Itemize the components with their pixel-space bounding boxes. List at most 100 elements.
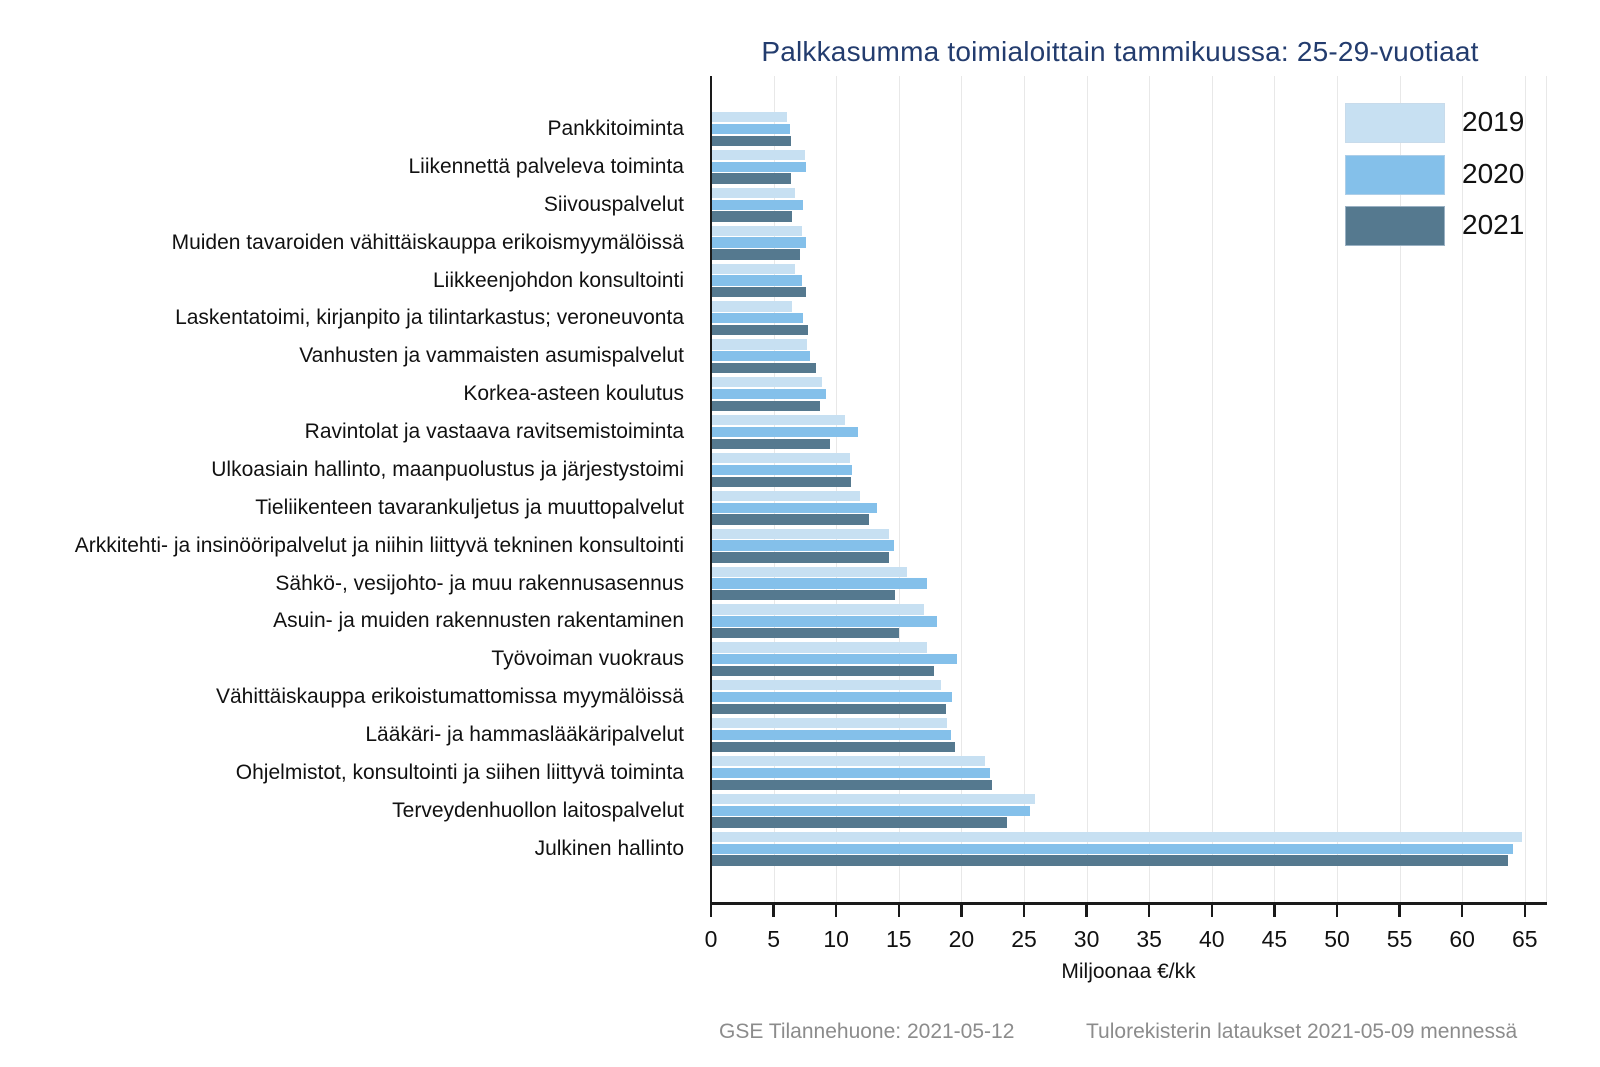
category-label: Tieliikenteen tavarankuljetus ja muuttop… xyxy=(255,495,684,519)
bar-2019 xyxy=(712,149,805,161)
category-label: Liikkeenjohdon konsultointi xyxy=(432,268,684,292)
bar-2019 xyxy=(712,793,1036,805)
category-label: Siivouspalvelut xyxy=(543,192,684,216)
bar-2021 xyxy=(712,476,851,487)
bar-2020 xyxy=(712,199,804,210)
gridline xyxy=(1399,76,1401,903)
bar-2020 xyxy=(712,275,803,286)
category-label: Ulkoasiain hallinto, maanpuolustus ja jä… xyxy=(211,457,684,481)
bar-2019 xyxy=(712,377,823,388)
bar-2020 xyxy=(712,161,806,172)
x-tick xyxy=(1335,904,1339,917)
bar-2020 xyxy=(712,805,1030,816)
footer-source-note: GSE Tilannehuone: 2021-05-12 xyxy=(719,1020,1015,1043)
x-tick-label: 40 xyxy=(1199,926,1225,952)
x-tick xyxy=(1273,904,1276,917)
x-axis-line xyxy=(709,902,1547,905)
bar-2020 xyxy=(712,616,938,627)
bar-2021 xyxy=(712,514,869,525)
legend-label-2020: 2020 xyxy=(1462,157,1525,189)
category-label: Lääkäri- ja hammaslääkäripalvelut xyxy=(365,723,684,747)
category-label: Sähkö-, vesijohto- ja muu rakennusasennu… xyxy=(275,571,684,595)
x-tick xyxy=(772,904,775,917)
bar-2019 xyxy=(712,490,860,502)
x-tick xyxy=(1085,904,1088,917)
bar-2020 xyxy=(712,843,1514,854)
x-tick xyxy=(1460,904,1464,917)
category-label: Ohjelmistot, konsultointi ja siihen liit… xyxy=(235,760,684,784)
bar-2020 xyxy=(712,237,806,248)
x-tick xyxy=(1147,904,1151,917)
bar-2019 xyxy=(712,263,795,274)
x-tick-label: 55 xyxy=(1386,926,1413,952)
x-tick-label: 25 xyxy=(1011,926,1037,952)
bar-2021 xyxy=(712,855,1509,866)
bar-2020 xyxy=(712,388,826,400)
bar-2020 xyxy=(712,123,790,135)
bar-2021 xyxy=(712,703,947,715)
gridline xyxy=(1024,76,1025,903)
bar-2019 xyxy=(712,604,924,615)
bar-2019 xyxy=(712,831,1523,843)
bar-2021 xyxy=(712,590,895,601)
x-tick-label: 5 xyxy=(767,926,780,952)
legend-label-2021: 2021 xyxy=(1462,209,1525,240)
bar-2019 xyxy=(712,528,889,539)
legend-swatch-2020 xyxy=(1345,154,1445,195)
legend-label-2019: 2019 xyxy=(1462,106,1525,137)
x-tick-label: 50 xyxy=(1324,926,1350,952)
x-tick xyxy=(1398,904,1401,917)
gridline xyxy=(773,76,775,903)
bar-2021 xyxy=(712,665,934,677)
bar-2021 xyxy=(712,135,791,146)
gridline xyxy=(1337,76,1338,903)
gridline xyxy=(1524,76,1526,903)
x-tick xyxy=(709,904,713,917)
bar-2021 xyxy=(712,552,889,563)
x-tick-label: 15 xyxy=(886,926,912,952)
gridline xyxy=(836,76,838,903)
gridline xyxy=(1462,76,1464,903)
x-tick-label: 60 xyxy=(1449,926,1475,952)
legend-swatch-2021 xyxy=(1345,206,1445,246)
bar-2021 xyxy=(712,817,1008,828)
bar-2019 xyxy=(712,225,803,236)
bar-2019 xyxy=(712,566,908,577)
category-label: Julkinen hallinto xyxy=(534,836,684,860)
x-tick xyxy=(1523,904,1527,917)
bar-2019 xyxy=(712,339,808,350)
category-label: Korkea-asteen koulutus xyxy=(463,382,684,406)
x-tick xyxy=(834,904,838,917)
gridline xyxy=(961,76,963,903)
bar-2021 xyxy=(712,779,993,790)
bar-2021 xyxy=(712,325,809,336)
bar-2021 xyxy=(712,249,800,260)
x-tick-label: 10 xyxy=(823,926,849,952)
bar-2020 xyxy=(712,464,853,476)
footer-data-note: Tulorekisterin lataukset 2021-05-09 menn… xyxy=(1086,1020,1518,1043)
category-label: Vähittäiskauppa erikoistumattomissa myym… xyxy=(215,685,684,709)
x-tick-label: 0 xyxy=(704,926,718,952)
category-label: Terveydenhuollon laitospalvelut xyxy=(392,798,684,822)
gridline xyxy=(1274,76,1276,903)
x-tick-label: 65 xyxy=(1512,926,1538,952)
bar-2019 xyxy=(712,187,795,199)
bar-2020 xyxy=(712,654,958,665)
bar-2021 xyxy=(712,741,955,752)
category-label: Muiden tavaroiden vähittäiskauppa erikoi… xyxy=(171,230,684,254)
bar-2020 xyxy=(712,351,810,362)
bar-2021 xyxy=(712,628,899,639)
bar-2020 xyxy=(712,692,953,703)
bar-2019 xyxy=(712,301,793,312)
category-label: Asuin- ja muiden rakennusten rakentamine… xyxy=(273,609,684,633)
bar-2021 xyxy=(712,211,793,222)
bar-2019 xyxy=(712,718,948,729)
category-label: Vanhusten ja vammaisten asumispalvelut xyxy=(299,344,684,368)
x-axis-title: Miljoonaa €/kk xyxy=(1061,960,1196,983)
bar-2020 xyxy=(712,540,894,551)
bar-2021 xyxy=(712,287,806,298)
plot-right-border xyxy=(1546,76,1547,903)
bar-2019 xyxy=(712,680,942,691)
